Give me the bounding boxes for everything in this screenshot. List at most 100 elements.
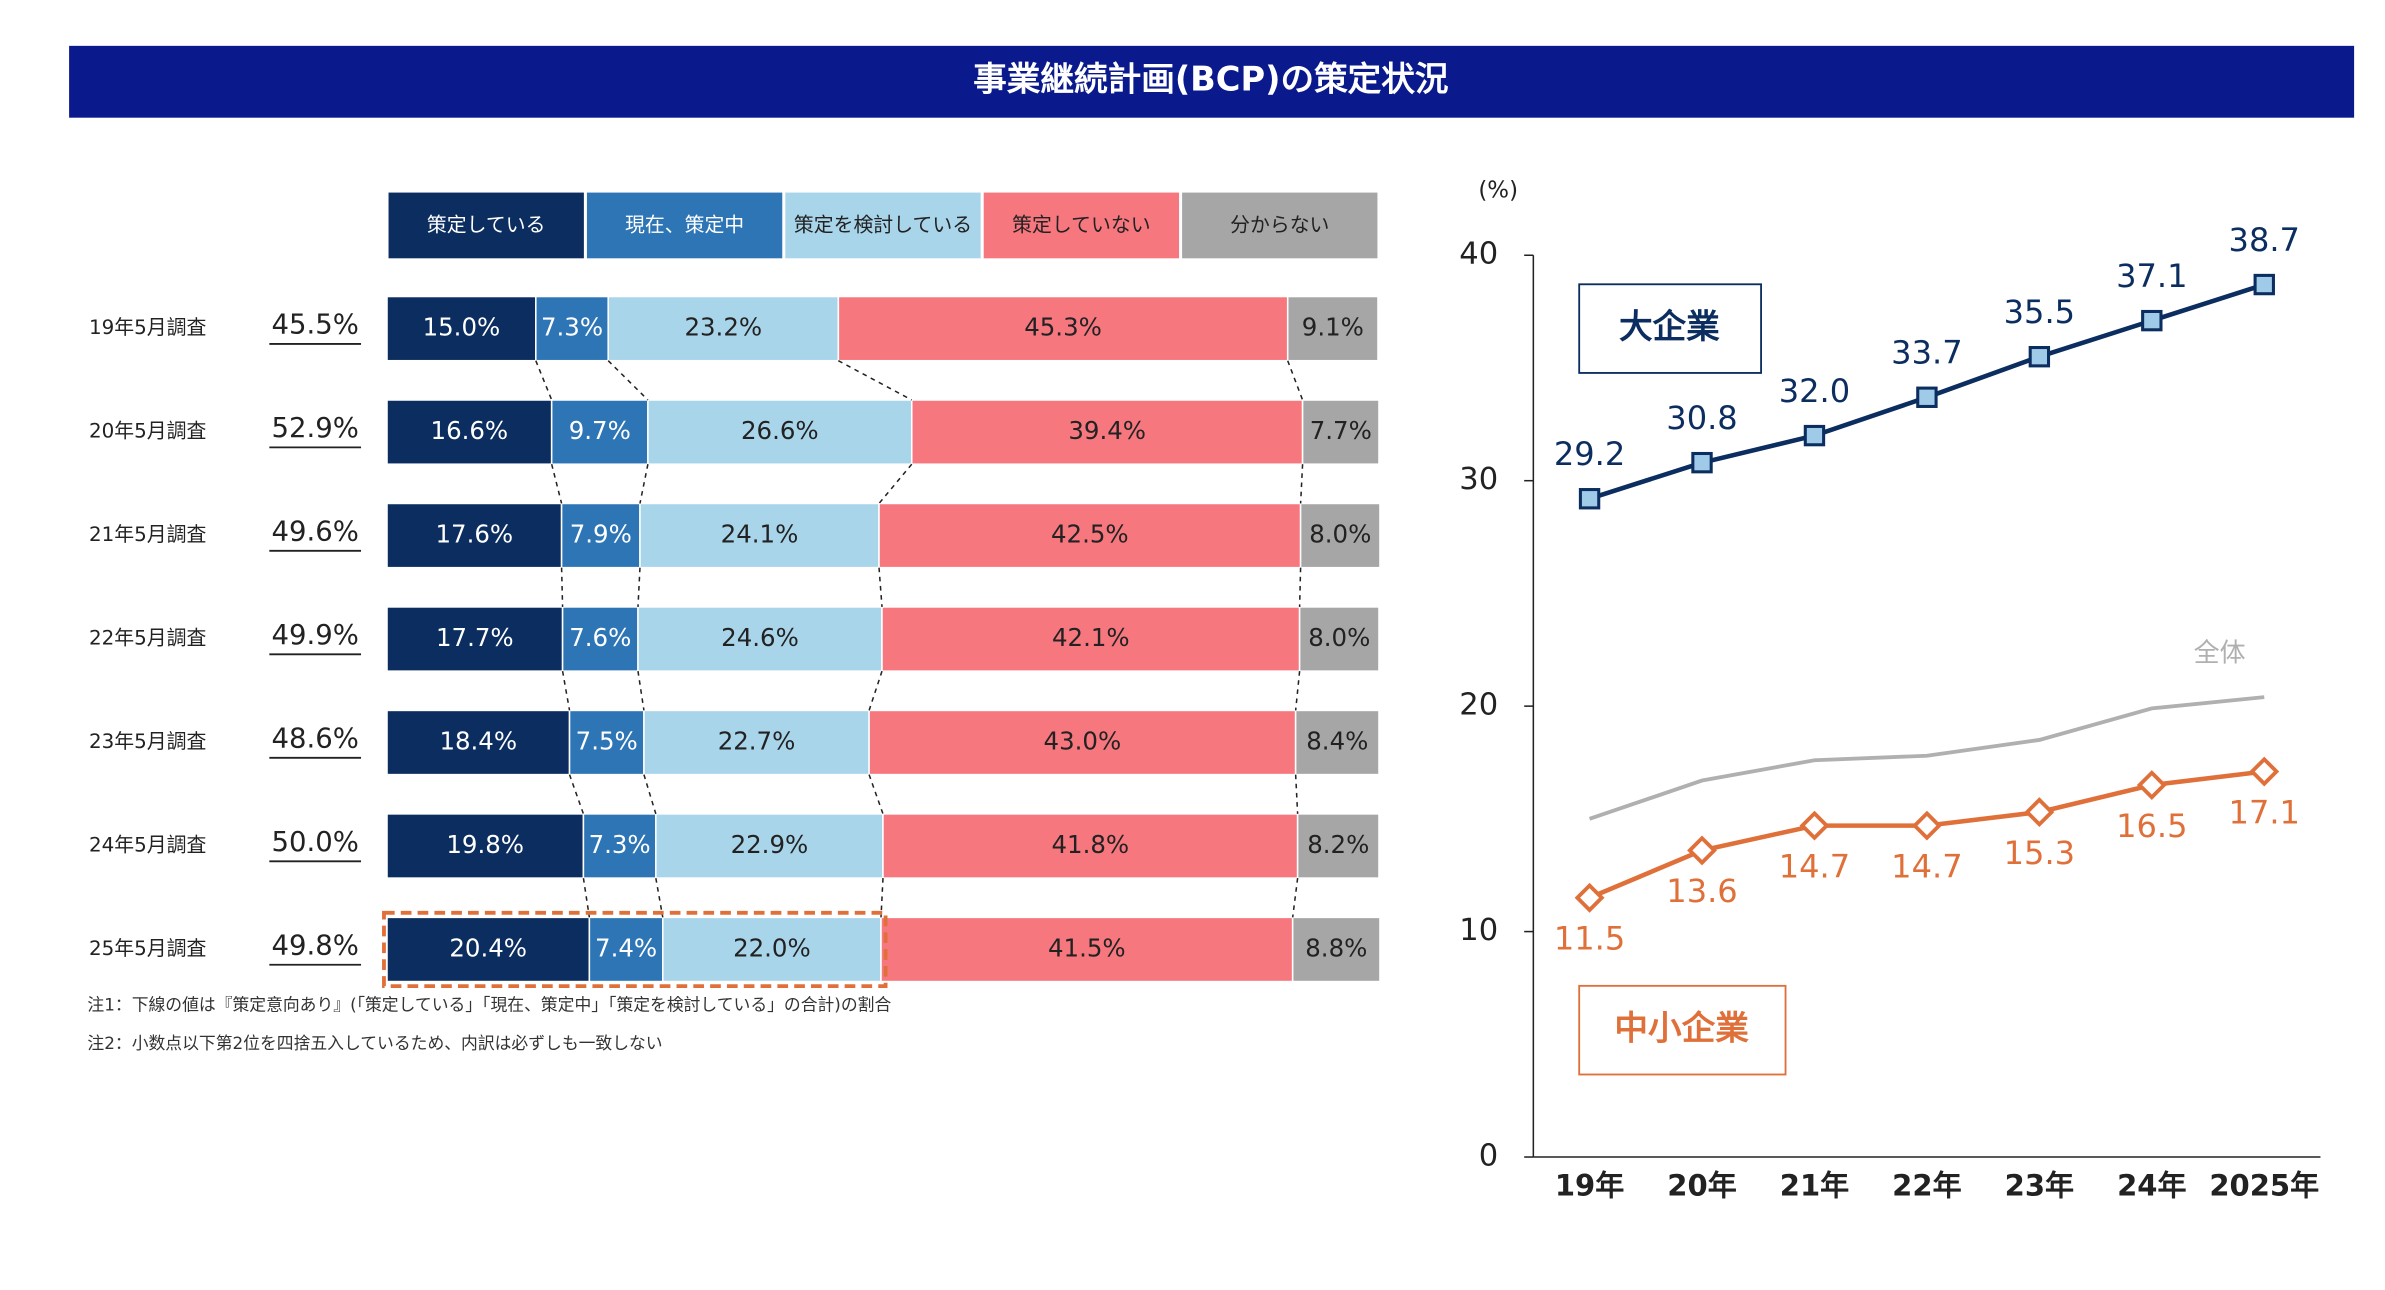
connector: [582, 877, 591, 918]
total-label: 50.0%: [271, 826, 358, 858]
data-label: 43.0%: [1044, 727, 1122, 756]
data-label: 17.1: [2229, 793, 2300, 831]
data-label: 14.7: [1891, 847, 1962, 885]
bar-segment: [880, 916, 1294, 983]
data-label: 14.7: [1779, 847, 1850, 885]
x-tick-label: 21年: [1780, 1169, 1849, 1203]
marker: [2253, 273, 2275, 296]
connector: [878, 463, 913, 504]
x-tick-label: 19年: [1555, 1169, 1624, 1203]
data-label: 38.7: [2229, 221, 2300, 259]
note: 注1：下線の値は『策定意向あり』(「策定している」「現在、策定中」「策定を検討し…: [87, 995, 891, 1015]
data-label: 26.6%: [741, 416, 819, 445]
legend-label: 大企業: [1619, 307, 1720, 346]
connector: [1294, 774, 1299, 814]
x-tick-label: 24年: [2117, 1169, 2186, 1203]
data-label: 30.8: [1666, 399, 1737, 437]
data-label: 17.6%: [435, 520, 513, 549]
marker: [1687, 835, 1717, 866]
bar-segment: [655, 813, 884, 879]
bar-segment: [386, 502, 563, 569]
row-label: 24年5月調査: [89, 833, 206, 856]
marker: [1574, 882, 1605, 913]
bar-segment: [647, 399, 913, 465]
data-label: 9.7%: [569, 416, 631, 445]
legend-swatch: [1182, 192, 1378, 259]
bar-segment: [878, 502, 1302, 569]
connector: [868, 670, 883, 711]
legend-box: [1578, 283, 1762, 374]
bar-segment: [535, 295, 609, 362]
bar-segment: [1294, 709, 1380, 776]
connector: [868, 774, 884, 815]
x-tick-label: 2025年: [2209, 1169, 2319, 1203]
data-label: 32.0: [1779, 372, 1850, 410]
bar-segment: [637, 606, 883, 672]
highlight: [382, 910, 888, 989]
connector: [880, 878, 884, 918]
bar-segment: [386, 606, 564, 672]
bar-segment: [386, 295, 537, 362]
bar-segment: [910, 399, 1304, 465]
data-label: 8.8%: [1305, 933, 1367, 962]
connector: [878, 567, 883, 607]
data-label: 23.2%: [684, 313, 762, 342]
y-tick-label: 40: [1459, 237, 1498, 272]
bar-segment: [639, 502, 880, 569]
bar-segment: [868, 709, 1297, 776]
marker: [2141, 309, 2163, 332]
connector: [561, 671, 571, 711]
data-label: 7.7%: [1310, 416, 1372, 445]
data-label: 29.2: [1554, 435, 1625, 473]
connector: [560, 567, 564, 607]
marker: [1911, 810, 1942, 841]
legend-box: [1578, 984, 1787, 1076]
bar-segment: [1296, 813, 1380, 879]
y-tick-label: 20: [1459, 688, 1498, 723]
bar-segment: [882, 813, 1299, 879]
row-label: 20年5月調査: [89, 420, 206, 443]
bar-segment: [662, 916, 882, 983]
bar-segment: [1298, 606, 1380, 672]
bar-segment: [1301, 399, 1380, 465]
y-tick-label: 10: [1459, 913, 1498, 948]
connector: [1294, 671, 1301, 711]
bar-segment: [588, 916, 664, 983]
title: 事業継続計画(BCP)の策定状況: [973, 60, 1448, 99]
marker: [2249, 756, 2280, 787]
connector: [655, 877, 664, 918]
legend-swatch: [983, 192, 1180, 259]
data-label: 7.6%: [569, 623, 631, 652]
marker: [2028, 345, 2051, 368]
bar-segment: [582, 813, 657, 879]
connector: [1298, 567, 1302, 607]
connector: [637, 671, 645, 711]
connector: [607, 360, 649, 401]
bar-segment: [568, 709, 645, 776]
data-label: 13.6: [1666, 872, 1737, 910]
total-label: 49.9%: [271, 619, 358, 651]
y-tick-label: 0: [1479, 1139, 1498, 1174]
data-label: 41.5%: [1048, 933, 1126, 962]
connector: [837, 360, 913, 401]
bar-segment: [1291, 916, 1381, 983]
legend-label: 策定している: [427, 214, 546, 237]
data-label: 7.3%: [541, 313, 603, 342]
total-label: 52.9%: [271, 412, 358, 444]
data-label: 8.2%: [1307, 830, 1369, 859]
marker: [1691, 451, 1713, 474]
connector: [550, 463, 563, 504]
bar-segment: [607, 295, 840, 362]
marker: [2024, 797, 2055, 828]
data-label: 15.3: [2004, 834, 2075, 872]
marker: [1799, 810, 1830, 841]
title-bar: [69, 45, 2355, 118]
legend-swatch: [586, 192, 783, 259]
total-label: 49.8%: [271, 929, 358, 961]
bar-segment: [1286, 295, 1379, 362]
data-label: 45.3%: [1024, 313, 1102, 342]
x-tick-label: 23年: [2005, 1169, 2074, 1203]
data-label: 7.3%: [589, 830, 651, 859]
total-label: 49.6%: [271, 516, 358, 548]
